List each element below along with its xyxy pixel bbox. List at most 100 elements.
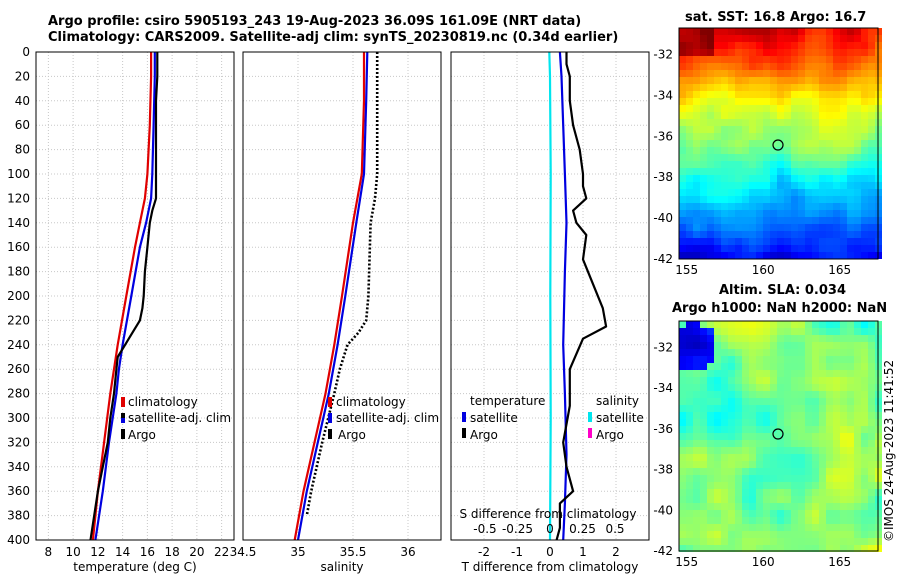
map-cell <box>749 203 756 210</box>
map-cell <box>861 356 868 363</box>
map-cell <box>770 531 777 538</box>
map-cell <box>840 440 847 447</box>
map-cell <box>840 489 847 496</box>
map-cell <box>812 70 819 77</box>
map-cell <box>728 140 735 147</box>
map-cell <box>784 349 791 356</box>
map-cell <box>791 335 798 342</box>
map-cell <box>686 70 693 77</box>
map-cell <box>805 475 812 482</box>
map-cell <box>749 496 756 503</box>
map-lon-tick-label: 160 <box>752 555 775 569</box>
map-cell <box>686 405 693 412</box>
map-cell <box>833 245 840 252</box>
map-cell <box>840 454 847 461</box>
map-cell <box>840 245 847 252</box>
map-cell <box>798 175 805 182</box>
map-cell <box>826 35 833 42</box>
map-cell <box>868 203 875 210</box>
map-cell <box>819 489 826 496</box>
map-lat-tick-label: -40 <box>653 503 673 517</box>
map-cell <box>707 175 714 182</box>
map-cell <box>854 105 861 112</box>
map-cell <box>840 238 847 245</box>
map-cell <box>728 105 735 112</box>
map-cell <box>679 335 686 342</box>
map-cell <box>700 140 707 147</box>
map-cell <box>805 482 812 489</box>
map-cell <box>679 84 686 91</box>
map-cell <box>798 98 805 105</box>
map-cell <box>826 91 833 98</box>
map-cell <box>714 328 721 335</box>
map-cell <box>686 328 693 335</box>
map-cell <box>777 370 784 377</box>
map-cell <box>735 377 742 384</box>
map-cell <box>749 384 756 391</box>
map-cell <box>749 105 756 112</box>
map-cell <box>847 321 854 328</box>
map-cell <box>868 105 875 112</box>
map-cell <box>707 482 714 489</box>
map-cell <box>742 433 749 440</box>
map-cell <box>833 35 840 42</box>
map-cell <box>812 545 819 552</box>
map-cell <box>854 517 861 524</box>
map-cell <box>721 412 728 419</box>
map-cell <box>819 224 826 231</box>
map-cell <box>714 252 721 259</box>
map-cell <box>707 524 714 531</box>
map-cell <box>833 105 840 112</box>
map-cell <box>798 489 805 496</box>
map-cell <box>812 419 819 426</box>
map-cell <box>679 419 686 426</box>
map-cell <box>819 77 826 84</box>
map-cell <box>721 147 728 154</box>
map-cell <box>679 252 686 259</box>
map-cell <box>707 77 714 84</box>
map-cell <box>728 370 735 377</box>
map-cell <box>840 224 847 231</box>
map-cell <box>756 203 763 210</box>
map-cell <box>756 412 763 419</box>
map-cell <box>735 49 742 56</box>
map-cell <box>826 84 833 91</box>
map-cell <box>707 468 714 475</box>
map-cell <box>770 419 777 426</box>
map-cell <box>868 545 875 552</box>
map-cell <box>826 384 833 391</box>
map-cell <box>826 524 833 531</box>
map-cell <box>693 398 700 405</box>
map-lon-tick-label: 155 <box>675 263 698 277</box>
depth-tick-label: 360 <box>7 484 30 498</box>
map-cell <box>756 126 763 133</box>
temperature-series-climatology <box>91 52 153 540</box>
map-cell <box>749 489 756 496</box>
map-cell <box>826 140 833 147</box>
map-cell <box>833 447 840 454</box>
map-cell <box>721 154 728 161</box>
map-cell <box>707 154 714 161</box>
map-lat-tick-label: -36 <box>653 129 673 143</box>
map-cell <box>714 531 721 538</box>
map-cell <box>770 112 777 119</box>
map-cell <box>833 175 840 182</box>
map-cell <box>728 503 735 510</box>
depth-tick-label: 40 <box>15 94 30 108</box>
map-cell <box>854 42 861 49</box>
map-cell <box>693 377 700 384</box>
map-cell <box>714 35 721 42</box>
map-cell <box>784 238 791 245</box>
map-cell <box>798 217 805 224</box>
map-cell <box>742 63 749 70</box>
map-cell <box>805 245 812 252</box>
map-cell <box>756 440 763 447</box>
map-cell <box>861 126 868 133</box>
map-cell <box>679 454 686 461</box>
map-cell <box>854 119 861 126</box>
map-cell <box>742 182 749 189</box>
map-cell <box>798 356 805 363</box>
map-cell <box>784 433 791 440</box>
map-cell <box>728 154 735 161</box>
map-cell <box>812 105 819 112</box>
